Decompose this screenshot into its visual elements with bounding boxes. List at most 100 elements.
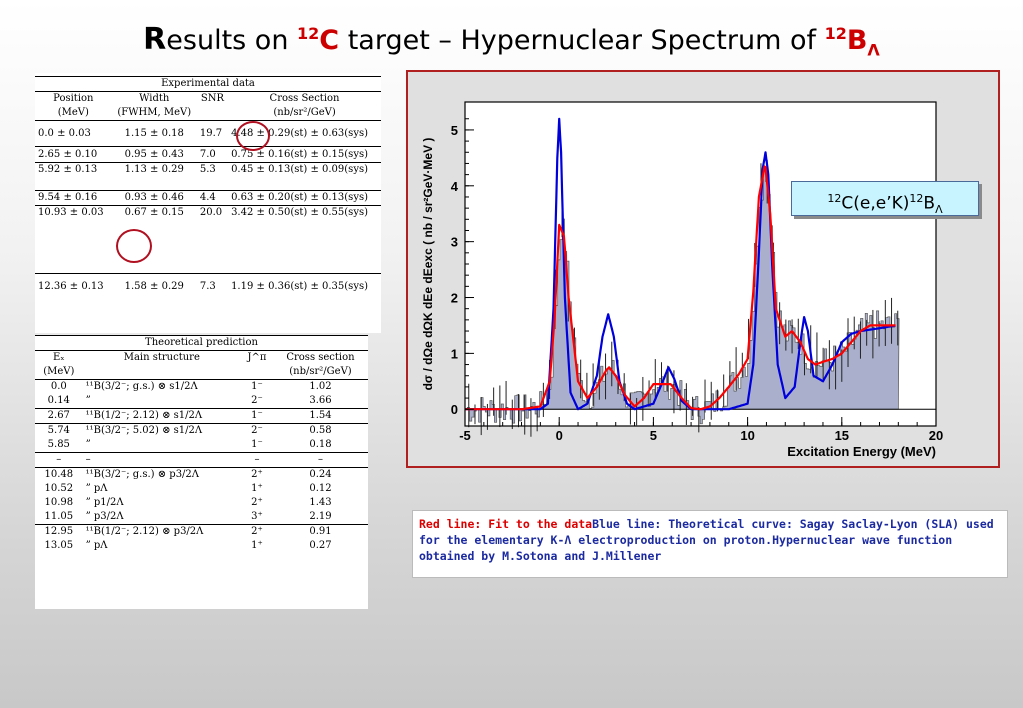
- table-cell: 2.67: [47, 410, 70, 421]
- table-cell: 0.12: [309, 483, 332, 494]
- table-row: 5.92 ± 0.13 1.13 ± 0.29 5.3 0.45 ± 0.13(st)…: [35, 162, 381, 191]
- table-cell: 10.52: [44, 483, 74, 494]
- fit-curve: [464, 165, 896, 411]
- table-row: 9.54 ± 0.16 0.93 ± 0.46 4.4 0.63 ± 0.20(st)…: [35, 190, 381, 206]
- table-cell: 1.02: [309, 381, 332, 392]
- column-unit: [241, 365, 273, 380]
- table-cell: 1.43: [309, 497, 332, 508]
- table-cell: 7.0: [199, 148, 216, 160]
- table-cell: –: [254, 454, 260, 465]
- table-cell: 2.19: [309, 511, 332, 522]
- y-tick-label: 5: [451, 123, 458, 138]
- title-element: C: [319, 25, 340, 56]
- table-cell: 13.05: [44, 540, 74, 551]
- table-cell: 0.27: [309, 540, 332, 551]
- table-cell: ”: [85, 439, 91, 450]
- table-cell: 4.4: [199, 192, 216, 203]
- table-cell: –: [85, 454, 91, 465]
- table-cell: 0.91: [309, 526, 332, 537]
- table-cell: ¹¹B(3/2⁻; g.s.) ⊗ p3/2Λ: [85, 469, 200, 480]
- table-cell: 4.48 ± 0.29(st) ± 0.63(sys): [231, 127, 369, 139]
- table-cell: 0.95 ± 0.43: [124, 148, 184, 160]
- column-header: Main structure: [123, 352, 200, 363]
- column-unit: (FWHM, MeV): [117, 107, 192, 118]
- table-row: 10.48 ¹¹B(3/2⁻; g.s.) ⊗ p3/2Λ 2⁺ 0.24: [35, 467, 368, 483]
- table-cell: 12.36 ± 0.13: [38, 280, 104, 292]
- table-cell: ¹¹B(1/2⁻; 2.12) ⊗ s1/2Λ: [85, 410, 203, 421]
- column-header: J^π: [247, 352, 267, 363]
- table-cell: 1⁻: [251, 439, 263, 450]
- table-cell: 2⁻: [251, 425, 263, 436]
- reaction-text: C(e,e’K): [841, 193, 910, 214]
- title-text: esults on: [166, 25, 298, 56]
- table-cell: 12.95: [44, 526, 74, 537]
- caption-red-part: Red line: Fit to the data: [419, 517, 593, 531]
- table-cell: 0.18: [309, 439, 332, 450]
- x-tick-label: 5: [650, 428, 657, 443]
- table-cell: 5.3: [199, 164, 216, 175]
- table-cell: 1⁺: [251, 483, 263, 494]
- table-row: – – – –: [35, 452, 368, 468]
- theoretical-prediction-table: Theoretical prediction Eₓ Main structure…: [35, 335, 368, 609]
- experimental-data-table: Experimental data Position Width SNR Cro…: [35, 73, 381, 333]
- column-header: Cross Section: [269, 93, 340, 104]
- table-cell: 1.54: [309, 410, 332, 421]
- table-cell: 0.63 ± 0.20(st) ± 0.13(sys): [231, 192, 369, 203]
- figure-caption: Red line: Fit to the dataBlue line: Theo…: [412, 510, 1008, 578]
- table-row: 11.05 ” p3/2Λ 3⁺ 2.19: [35, 510, 368, 525]
- table-cell: ” pΛ: [85, 483, 108, 494]
- table-cell: 19.7: [199, 127, 223, 139]
- table-cell: 0.14: [47, 395, 70, 406]
- table-cell: 20.0: [199, 207, 223, 218]
- y-tick-label: 3: [451, 235, 458, 250]
- table-cell: 1.13 ± 0.29: [124, 164, 184, 175]
- title-subscript: Λ: [867, 40, 880, 60]
- table-row: 10.93 ± 0.03 0.67 ± 0.15 20.0 3.42 ± 0.50(s…: [35, 205, 381, 274]
- table-cell: 0.58: [309, 425, 332, 436]
- reaction-product: B: [923, 193, 936, 214]
- theoretical-table-body: 0.0 ¹¹B(3/2⁻; g.s.) ⊗ s1/2Λ 1⁻ 1.02 0.14 ” 2⁻ 3…: [35, 379, 368, 554]
- spectrum-chart-panel: -5 0 5 10 15 20 0 1 2 3 4 5 Excitation Energy (MeV) d…: [406, 70, 1000, 468]
- y-tick-label: 1: [451, 346, 458, 361]
- table-cell: 11.05: [44, 511, 74, 522]
- table-cell: 10.48: [44, 469, 74, 480]
- table-cell: 9.54 ± 0.16: [38, 192, 98, 203]
- table-cell: 0.0 ± 0.03: [38, 127, 91, 139]
- table-row: 10.98 ” p1/2Λ 2⁺ 1.43: [35, 496, 368, 510]
- column-header: Width: [139, 93, 170, 104]
- table-cell: 1⁺: [251, 540, 263, 551]
- table-row: 5.85 ” 1⁻ 0.18: [35, 438, 368, 453]
- column-unit: (nb/sr²/GeV): [289, 366, 352, 377]
- table-cell: 5.85: [47, 439, 70, 450]
- column-header: Cross section: [286, 352, 355, 363]
- table-cell: ” pΛ: [85, 540, 108, 551]
- table-row: 0.0 ± 0.03 1.15 ± 0.18 19.7 4.48 ± 0.29(st)…: [35, 120, 381, 147]
- table-cell: 10.98: [44, 497, 74, 508]
- table-cell: 0.75 ± 0.16(st) ± 0.15(sys): [231, 148, 369, 160]
- title-text-middle: target – Hypernuclear Spectrum of: [339, 25, 825, 56]
- table-cell: 0.24: [309, 469, 332, 480]
- column-unit: [197, 106, 228, 121]
- table-cell: ”: [85, 395, 91, 406]
- highlight-circle: [116, 229, 152, 263]
- column-unit: (nb/sr²/GeV): [273, 107, 336, 118]
- table-row: 0.0 ¹¹B(3/2⁻; g.s.) ⊗ s1/2Λ 1⁻ 1.02: [35, 379, 368, 395]
- table-cell: –: [317, 454, 323, 465]
- table-cell: 2⁺: [251, 497, 263, 508]
- table-row: 2.65 ± 0.10 0.95 ± 0.43 7.0 0.75 ± 0.16(st)…: [35, 146, 381, 163]
- table-cell: 2⁺: [251, 526, 263, 537]
- table-cell: 0.45 ± 0.13(st) ± 0.09(sys): [231, 164, 369, 175]
- table-row: 2.67 ¹¹B(1/2⁻; 2.12) ⊗ s1/2Λ 1⁻ 1.54: [35, 408, 368, 424]
- column-unit: (MeV): [57, 107, 89, 118]
- table-row: 0.14 ” 2⁻ 3.66: [35, 394, 368, 409]
- column-header: Position: [53, 93, 94, 104]
- table-cell: 3.42 ± 0.50(st) ± 0.55(sys): [231, 207, 369, 218]
- table-cell: 1.15 ± 0.18: [124, 127, 184, 139]
- title-mass-number-2: 12: [824, 24, 847, 43]
- x-tick-label: 20: [929, 428, 943, 443]
- table-cell: ¹¹B(3/2⁻; 5.02) ⊗ s1/2Λ: [85, 425, 203, 436]
- table-row: 5.74 ¹¹B(3/2⁻; 5.02) ⊗ s1/2Λ 2⁻ 0.58: [35, 423, 368, 439]
- table-cell: 3⁺: [251, 511, 263, 522]
- column-unit: [83, 365, 241, 380]
